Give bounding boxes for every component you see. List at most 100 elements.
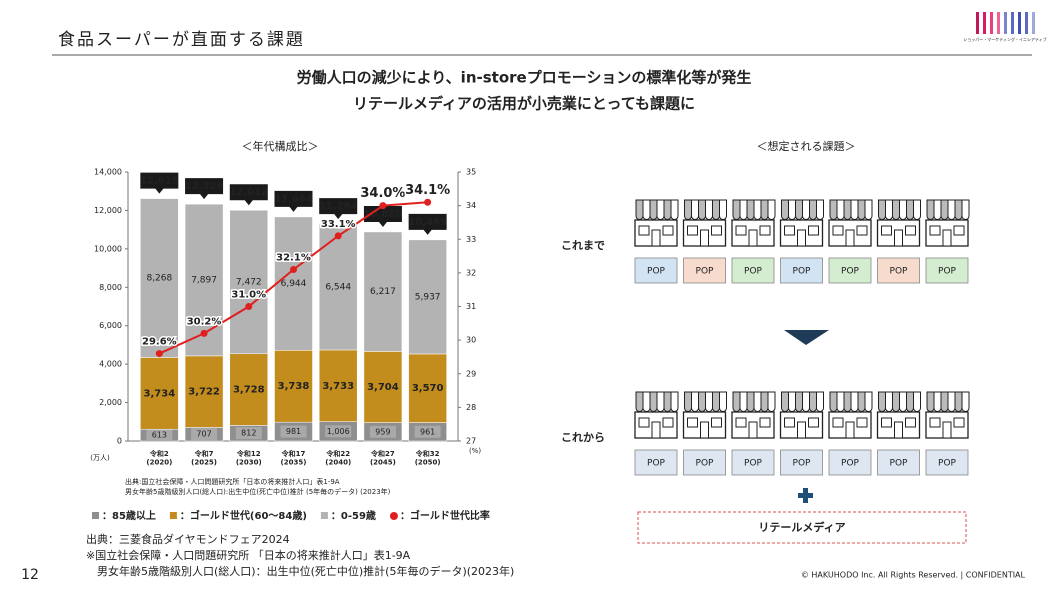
awning-stripe xyxy=(719,391,727,412)
store-icon xyxy=(925,199,970,247)
door xyxy=(748,229,758,247)
ratio-point xyxy=(200,329,208,337)
pop-label: POP xyxy=(744,459,763,469)
legend-item: ：0-59歳 xyxy=(320,509,376,522)
awning-stripe xyxy=(746,391,755,412)
copyright: © HAKUHODO Inc. All Rights Reserved. | C… xyxy=(801,571,1026,580)
awning-stripe xyxy=(864,391,873,412)
awning-stripe xyxy=(753,391,762,412)
pop-box xyxy=(925,257,969,284)
door xyxy=(797,421,806,439)
segment-label: 3,733 xyxy=(322,381,354,392)
x-tick-label: 令和32 (2050) xyxy=(415,449,441,466)
awning-stripe xyxy=(649,391,658,412)
awning-stripe xyxy=(649,199,658,220)
bar-segment xyxy=(408,239,447,355)
store-icon xyxy=(682,199,727,247)
segment-label: 6,544 xyxy=(325,283,351,293)
plus-icon xyxy=(798,488,813,503)
pop-box xyxy=(925,449,969,476)
total-box xyxy=(408,213,447,235)
window xyxy=(832,417,844,428)
segment-label: 981 xyxy=(286,427,301,436)
segment-label: 1,006 xyxy=(327,427,350,436)
window xyxy=(784,417,795,428)
segment-label: 3,722 xyxy=(188,387,220,398)
window xyxy=(735,225,747,236)
y-tick-label: 0 xyxy=(117,437,122,446)
source: 出典：三菱食品ダイヤモンドフェア2024 xyxy=(86,532,290,546)
legend-label: ：ゴールド世代(60〜84歳) xyxy=(180,509,307,522)
y-tick-label: 12,000 xyxy=(94,206,122,215)
window xyxy=(881,225,892,236)
label-bg xyxy=(280,425,307,438)
y2-tick-label: 31 xyxy=(466,302,476,311)
segment-label: 707 xyxy=(196,430,211,439)
window xyxy=(711,417,722,428)
awning-stripe xyxy=(691,199,699,220)
awning-stripe xyxy=(892,391,900,412)
bar-segment xyxy=(274,216,313,351)
door xyxy=(942,421,952,439)
legend-swatch xyxy=(389,512,398,520)
pop-label: POP xyxy=(696,267,715,277)
segment-label: 812 xyxy=(241,429,256,438)
pop-label: POP xyxy=(793,267,812,277)
awning-stripe xyxy=(954,391,963,412)
awning-stripe xyxy=(850,391,859,412)
awning-stripe xyxy=(836,391,845,412)
segment-label: 6,217 xyxy=(370,287,396,297)
y-tick-label: 6,000 xyxy=(99,321,122,330)
bar-segment xyxy=(140,198,179,358)
pop-box xyxy=(683,257,726,284)
y2-tick-label: 27 xyxy=(466,437,476,446)
awning-stripe xyxy=(642,391,651,412)
store-icon xyxy=(634,199,679,247)
total-box xyxy=(229,184,268,206)
awning-stripe xyxy=(670,199,679,220)
awning-stripe xyxy=(940,199,949,220)
store-icon xyxy=(779,391,824,439)
door xyxy=(797,229,806,247)
bar-segment xyxy=(363,231,403,352)
pop-label: POP xyxy=(647,459,666,469)
pop-label: POP xyxy=(841,267,860,277)
ratio-label: 30.2% xyxy=(187,316,222,327)
pop-box xyxy=(683,449,726,476)
window xyxy=(808,225,819,236)
awning-stripe xyxy=(698,199,706,220)
window xyxy=(638,417,650,428)
awning-stripe xyxy=(663,199,672,220)
y-tick-label: 8,000 xyxy=(99,283,122,292)
legend-item: ：ゴールド世代(60〜84歳) xyxy=(169,509,307,522)
pop-label: POP xyxy=(841,459,860,469)
y-unit: (万人) xyxy=(90,454,110,462)
awning-stripe xyxy=(760,199,769,220)
chart-note: 男女年齢5歳階級別人口(総人口):出生中位(死亡中位)推計 (5年毎のデータ) … xyxy=(125,487,391,496)
awning-stripe xyxy=(767,391,776,412)
awning-stripe xyxy=(712,199,720,220)
awning-stripe xyxy=(656,199,665,220)
pop-label: POP xyxy=(793,459,812,469)
source: 男女年齢5歳階級別人口(総人口)：出生中位(死亡中位)推計(5年毎のデータ)(2… xyxy=(86,564,514,578)
awning-stripe xyxy=(732,199,741,220)
total-box xyxy=(140,172,179,194)
door xyxy=(700,421,709,439)
store-icon xyxy=(876,391,921,439)
total-box xyxy=(185,178,224,200)
awning-stripe xyxy=(843,199,852,220)
awning-stripe xyxy=(878,199,886,220)
store-icon xyxy=(731,391,776,439)
pop-label: POP xyxy=(890,267,909,277)
awning-stripe xyxy=(635,199,644,220)
segment-label: 613 xyxy=(152,431,167,440)
awning-stripe xyxy=(684,199,692,220)
pop-label: POP xyxy=(938,459,957,469)
ratio-label: 29.6% xyxy=(142,337,177,348)
source: ※国立社会保障・人口問題研究所 「日本の将来推計人口」表1-9A xyxy=(86,548,411,562)
bar-segment xyxy=(318,349,358,422)
pop-box xyxy=(877,257,920,284)
awning-stripe xyxy=(642,199,651,220)
label-bg xyxy=(325,425,352,438)
